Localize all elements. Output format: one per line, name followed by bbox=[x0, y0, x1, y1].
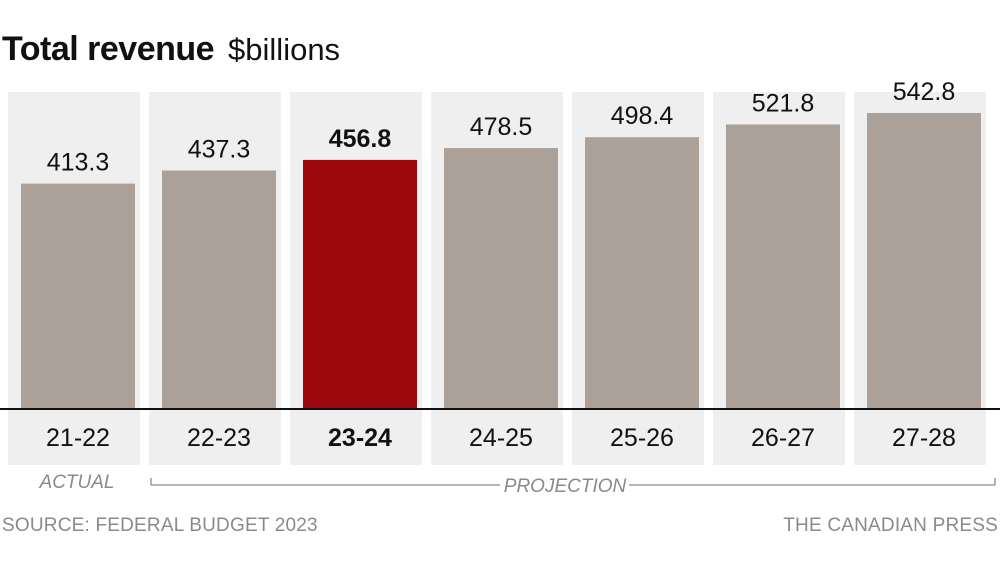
category-label-26-27: 26-27 bbox=[751, 424, 815, 452]
source-note: SOURCE: FEDERAL BUDGET 2023 bbox=[2, 515, 318, 536]
projection-label: PROJECTION bbox=[504, 476, 627, 497]
chart-title-row: Total revenue $billions bbox=[2, 30, 340, 74]
bar-24-25 bbox=[444, 148, 558, 410]
value-label-22-23: 437.3 bbox=[188, 136, 251, 164]
bar-22-23 bbox=[162, 170, 276, 409]
credit-note: THE CANADIAN PRESS bbox=[783, 515, 998, 536]
value-label-23-24: 456.8 bbox=[329, 125, 392, 153]
bar-21-22 bbox=[21, 183, 135, 409]
bar-23-24 bbox=[303, 159, 417, 409]
bar-26-27 bbox=[726, 124, 840, 409]
chart-subtitle: $billions bbox=[228, 32, 341, 67]
category-label-27-28: 27-28 bbox=[892, 424, 956, 452]
category-label-24-25: 24-25 bbox=[469, 424, 533, 452]
value-label-21-22: 413.3 bbox=[47, 149, 110, 177]
actual-label: ACTUAL bbox=[39, 472, 115, 493]
category-label-23-24: 23-24 bbox=[328, 424, 392, 452]
value-label-26-27: 521.8 bbox=[752, 89, 815, 117]
value-labels: 413.3 437.3 456.8 478.5 498.4 521.8 542.8 bbox=[47, 78, 956, 177]
chart-title: Total revenue bbox=[2, 30, 215, 68]
value-label-27-28: 542.8 bbox=[893, 78, 956, 106]
category-labels: 21-22 22-23 23-24 24-25 25-26 26-27 27-28 bbox=[46, 424, 956, 452]
bar-25-26 bbox=[585, 137, 699, 409]
value-label-24-25: 478.5 bbox=[470, 113, 533, 141]
category-label-21-22: 21-22 bbox=[46, 424, 110, 452]
bars bbox=[21, 112, 981, 410]
bar-27-28 bbox=[867, 112, 981, 409]
category-label-22-23: 22-23 bbox=[187, 424, 251, 452]
value-label-25-26: 498.4 bbox=[611, 102, 674, 130]
category-label-25-26: 25-26 bbox=[610, 424, 674, 452]
period-annotations: ACTUAL PROJECTION bbox=[39, 472, 996, 497]
